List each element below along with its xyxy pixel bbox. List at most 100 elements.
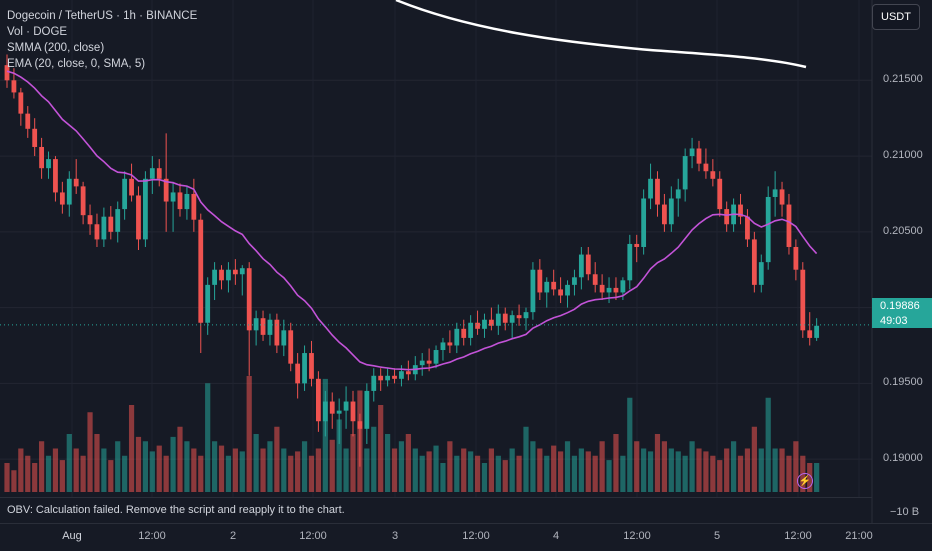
candle-body [46, 159, 51, 169]
candle-body [170, 192, 176, 202]
candle-body [717, 178, 723, 210]
volume-bar [405, 434, 411, 492]
candle-body [668, 198, 674, 225]
volume-bar [205, 383, 211, 492]
candle-body [253, 318, 259, 331]
candle-body [495, 313, 501, 326]
volume-bar [52, 448, 59, 492]
candle-body [807, 330, 813, 338]
candle-body [572, 277, 577, 285]
volume-bar [558, 451, 564, 492]
volume-bar [564, 441, 571, 492]
volume-bar [267, 441, 273, 492]
candle-body [267, 319, 273, 335]
candle-body [191, 193, 197, 220]
symbol-title[interactable]: Dogecoin / TetherUS · 1h · BINANCE [7, 10, 198, 22]
candle-body [613, 287, 619, 293]
candle-body [136, 195, 141, 240]
candle-body [426, 360, 432, 364]
candle-body [551, 281, 557, 290]
candle-body [205, 284, 211, 323]
candle-body [295, 363, 301, 384]
volume-bar [329, 439, 335, 492]
volume-bar [73, 448, 79, 492]
candle-body [634, 243, 640, 247]
volume-bar [779, 448, 785, 492]
chart-legend: Dogecoin / TetherUS · 1h · BINANCE Vol ·… [7, 8, 197, 72]
volume-bar [481, 463, 488, 492]
volume-bar [308, 455, 315, 492]
bar-countdown: 49:03 [880, 315, 908, 327]
candle-body [703, 163, 709, 172]
volume-bar [571, 455, 578, 492]
volume-bar [184, 441, 190, 492]
candle-body [461, 328, 467, 338]
volume-bar [315, 448, 321, 492]
volume-bar [32, 463, 38, 492]
lightning-icon[interactable]: ⚡ [797, 473, 813, 489]
candle-body [122, 178, 128, 210]
volume-bar [288, 455, 294, 492]
time-tick-label: Aug [62, 530, 82, 542]
volume-bar [793, 441, 799, 492]
candle-body [620, 280, 626, 293]
candle-body [392, 375, 397, 379]
volume-bar [115, 441, 121, 492]
candle-body [793, 246, 799, 270]
volume-bar [218, 445, 225, 492]
volume-bar [11, 470, 17, 492]
time-axis[interactable]: Aug 12:00 2 12:00 3 12:00 4 12:00 5 12:00 21:00 [0, 523, 932, 551]
volume-bar [378, 405, 384, 492]
volume-bar [488, 448, 494, 492]
volume-bar [737, 455, 744, 492]
volume-bar [18, 448, 24, 492]
candle-body [108, 216, 114, 232]
time-tick-label: 4 [552, 530, 560, 542]
candle-body [724, 209, 730, 225]
candle-body [115, 209, 121, 232]
candle-body [336, 410, 342, 414]
candle-body [509, 315, 515, 323]
smma-indicator-label[interactable]: SMMA (200, close) [7, 42, 105, 54]
volume-bar [675, 451, 681, 492]
volume-bar [426, 451, 432, 492]
candle-body [232, 269, 238, 275]
volume-bar [385, 434, 391, 492]
volume-bar [336, 419, 342, 492]
candle-body [329, 401, 335, 414]
candle-body [544, 281, 550, 293]
candle-body [25, 113, 31, 129]
volume-bar [163, 455, 169, 492]
candle-body [765, 196, 771, 263]
time-tick-label: 12:00 [784, 530, 812, 542]
candle-body [309, 353, 314, 379]
volume-bar [710, 455, 716, 492]
candle-body [343, 401, 349, 411]
ema-indicator-label[interactable]: EMA (20, close, 0, SMA, 5) [7, 58, 146, 70]
volume-bar [135, 436, 142, 492]
volume-bar [433, 445, 439, 492]
candle-body [357, 421, 363, 429]
volume-bar [391, 448, 398, 492]
time-tick-label: 21:00 [845, 530, 873, 542]
currency-button[interactable]: USDT [872, 4, 920, 30]
candle-body [143, 178, 148, 240]
volume-bar [45, 455, 52, 492]
volume-bar [786, 455, 792, 492]
volume-bar [191, 448, 197, 492]
volume-bar [627, 397, 633, 492]
volume-indicator-label[interactable]: Vol · DOGE [7, 26, 68, 38]
candle-body [322, 401, 328, 422]
volume-bar [495, 455, 501, 492]
candle-body [53, 159, 58, 193]
candle-body [39, 146, 44, 169]
volume-bar [647, 451, 654, 492]
time-tick-label: 5 [713, 530, 721, 542]
volume-bar [253, 434, 259, 492]
candle-body [578, 254, 584, 278]
volume-bar [232, 448, 238, 492]
candle-body [433, 350, 439, 364]
volume-bar [39, 441, 45, 492]
volume-bar [502, 460, 508, 492]
